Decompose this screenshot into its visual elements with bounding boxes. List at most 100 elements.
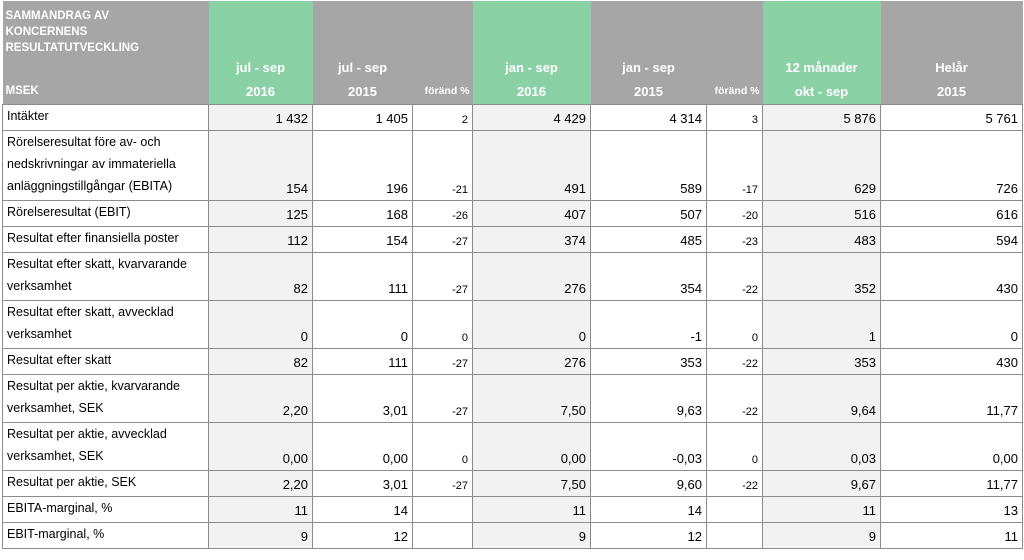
value-cell: 11 <box>762 495 881 523</box>
value-cell: 13 <box>880 495 1023 523</box>
row-label: Resultat efter skatt <box>2 347 209 375</box>
change-cell: -27 <box>412 225 473 253</box>
table-row: Resultat efter skatt, kvarvarande verksa… <box>2 251 1023 301</box>
value-cell: 1 405 <box>312 103 413 131</box>
change-cell: 0 <box>706 421 763 471</box>
col-header-change-ytd-bottom: föränd % <box>706 79 763 104</box>
change-cell: 2 <box>412 103 473 131</box>
value-cell: 9,67 <box>762 469 881 497</box>
change-cell: -23 <box>706 225 763 253</box>
col-header-ytd-2015-bottom: 2015 <box>590 79 707 104</box>
change-cell: -27 <box>412 347 473 375</box>
value-cell: 616 <box>880 199 1023 227</box>
row-label: Resultat per aktie, kvarvarande verksamh… <box>2 373 209 423</box>
value-cell: 12 <box>590 521 707 549</box>
change-cell <box>706 495 763 523</box>
value-cell: 12 <box>312 521 413 549</box>
value-cell: 629 <box>762 129 881 201</box>
col-header-q3-2016-top: jul - sep <box>208 1 313 79</box>
value-cell: 485 <box>590 225 707 253</box>
col-header-change-q-bottom: föränd % <box>412 79 473 104</box>
value-cell: 154 <box>208 129 313 201</box>
value-cell: 11,77 <box>880 469 1023 497</box>
value-cell: 0,00 <box>472 421 591 471</box>
value-cell: 0,00 <box>208 421 313 471</box>
change-cell: -17 <box>706 129 763 201</box>
row-label: EBITA-marginal, % <box>2 495 209 523</box>
value-cell: 168 <box>312 199 413 227</box>
value-cell: 0 <box>312 299 413 349</box>
table-row: Resultat per aktie, avvecklad verksamhet… <box>2 421 1023 471</box>
value-cell: 9,60 <box>590 469 707 497</box>
value-cell: 9 <box>208 521 313 549</box>
row-label: Rörelseresultat före av- och nedskrivnin… <box>2 129 209 201</box>
change-cell: -22 <box>706 251 763 301</box>
value-cell: 154 <box>312 225 413 253</box>
value-cell: 9,64 <box>762 373 881 423</box>
value-cell: 11 <box>208 495 313 523</box>
change-cell <box>412 495 473 523</box>
table-header: SAMMANDRAG AV KONCERNENS RESULTATUTVECKL… <box>2 1 1023 104</box>
row-label: Intäkter <box>2 103 209 131</box>
title-line: KONCERNENS <box>5 26 88 38</box>
value-cell: 0 <box>880 299 1023 349</box>
value-cell: 1 <box>762 299 881 349</box>
value-cell: 82 <box>208 251 313 301</box>
change-cell: 3 <box>706 103 763 131</box>
table-row: Resultat per aktie, kvarvarande verksamh… <box>2 373 1023 423</box>
value-cell: 111 <box>312 347 413 375</box>
value-cell: 0,03 <box>762 421 881 471</box>
change-cell: -27 <box>412 469 473 497</box>
value-cell: 276 <box>472 251 591 301</box>
change-cell <box>706 521 763 549</box>
value-cell: 353 <box>762 347 881 375</box>
change-cell: -20 <box>706 199 763 227</box>
value-cell: 2,20 <box>208 373 313 423</box>
value-cell: 112 <box>208 225 313 253</box>
change-cell: 0 <box>706 299 763 349</box>
title-line: SAMMANDRAG AV <box>5 10 110 22</box>
table-row: Resultat efter skatt, avvecklad verksamh… <box>2 299 1023 349</box>
value-cell: 3,01 <box>312 373 413 423</box>
col-header-fy-top: Helår <box>880 1 1023 79</box>
value-cell: 507 <box>590 199 707 227</box>
value-cell: 353 <box>590 347 707 375</box>
value-cell: 516 <box>762 199 881 227</box>
col-header-fy-bottom: 2015 <box>880 79 1023 104</box>
value-cell: 0 <box>208 299 313 349</box>
value-cell: 5 761 <box>880 103 1023 131</box>
value-cell: 9 <box>762 521 881 549</box>
value-cell: 14 <box>590 495 707 523</box>
col-header-change-q-top <box>412 1 473 79</box>
value-cell: 483 <box>762 225 881 253</box>
change-cell: -22 <box>706 347 763 375</box>
row-label: Resultat per aktie, SEK <box>2 469 209 497</box>
value-cell: 4 314 <box>590 103 707 131</box>
col-header-q3-2016-bottom: 2016 <box>208 79 313 104</box>
row-label: Resultat efter finansiella poster <box>2 225 209 253</box>
value-cell: 196 <box>312 129 413 201</box>
change-cell: 0 <box>412 421 473 471</box>
change-cell: 0 <box>412 299 473 349</box>
value-cell: 125 <box>208 199 313 227</box>
value-cell: -1 <box>590 299 707 349</box>
row-label: Rörelseresultat (EBIT) <box>2 199 209 227</box>
value-cell: 726 <box>880 129 1023 201</box>
value-cell: 82 <box>208 347 313 375</box>
value-cell: 589 <box>590 129 707 201</box>
table-row: Rörelseresultat (EBIT) 125 168 -26 407 507 -20… <box>2 199 1023 227</box>
value-cell: 4 429 <box>472 103 591 131</box>
value-cell: 594 <box>880 225 1023 253</box>
table-row: Resultat efter skatt 82 111 -27 276 353 -22 353… <box>2 347 1023 375</box>
value-cell: 407 <box>472 199 591 227</box>
row-label: Resultat efter skatt, kvarvarande verksa… <box>2 251 209 301</box>
value-cell: 14 <box>312 495 413 523</box>
value-cell: 354 <box>590 251 707 301</box>
change-cell: -26 <box>412 199 473 227</box>
row-label: Resultat per aktie, avvecklad verksamhet… <box>2 421 209 471</box>
table-row: EBIT-marginal, % 9 12 9 12 9 11 <box>2 521 1023 549</box>
row-label: EBIT-marginal, % <box>2 521 209 549</box>
value-cell: 9 <box>472 521 591 549</box>
value-cell: 0,00 <box>312 421 413 471</box>
value-cell: 374 <box>472 225 591 253</box>
